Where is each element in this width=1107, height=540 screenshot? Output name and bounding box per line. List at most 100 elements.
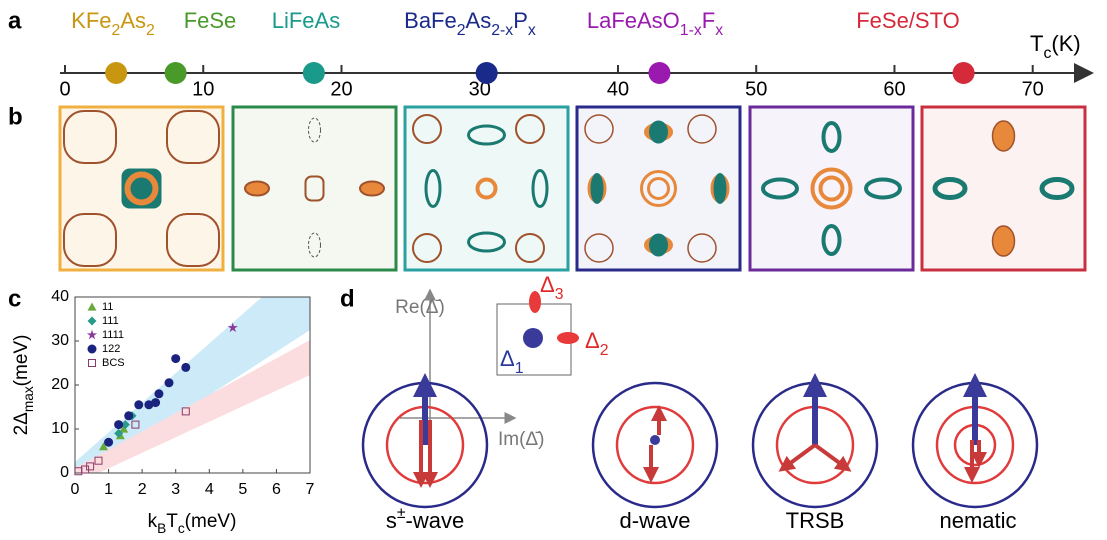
state-label: nematic [939, 508, 1016, 533]
fermi-panel [577, 107, 740, 270]
shape [523, 328, 543, 348]
x-tick-label: 20 [330, 78, 352, 100]
material-label: LaFeAsO1-xFx [587, 8, 723, 39]
legend-marker [88, 317, 97, 326]
shape: T [1030, 31, 1043, 56]
material-label: LiFeAs [272, 8, 340, 33]
im-axis-label: Im(Δ̄) [498, 429, 544, 450]
fermi-panel [60, 107, 223, 270]
shape: -wave [406, 508, 465, 533]
x-tick-label: 7 [306, 481, 315, 498]
x-tick-label: 0 [71, 481, 80, 498]
legend-marker [88, 303, 97, 311]
y-axis-label: 2Δmax(meV) [11, 335, 36, 436]
material-label: KFe2As2 [71, 8, 155, 39]
point [171, 354, 180, 363]
re-axis-label: Re(Δ̄) [395, 297, 445, 318]
shape: max [21, 386, 36, 412]
panel-label: d [340, 285, 355, 312]
shape: T [166, 511, 178, 532]
shape: 1 [515, 360, 524, 377]
figure: a b c d Tc(K) 2Δmax(meV) kBTc(meV) Re(Δ̄… [0, 0, 1107, 540]
state-label: d-wave [620, 508, 691, 533]
fermi-panel [750, 107, 913, 270]
fermi-panel [405, 107, 568, 270]
x-tick-label: 5 [238, 481, 247, 498]
x-tick-label: 1 [104, 481, 113, 498]
fermi-panel [233, 107, 396, 270]
shape: Δ [540, 272, 555, 297]
shape: Δ [585, 328, 600, 353]
panel-label: c [8, 285, 21, 312]
tc-dot [648, 62, 670, 84]
gap-label: Δ3 [540, 272, 564, 303]
state-label: s±-wave [386, 505, 464, 533]
x-tick-label: 60 [883, 78, 905, 100]
x-tick-label: 50 [745, 78, 767, 100]
gap-arrow [815, 445, 845, 467]
point [151, 398, 160, 407]
shape: 2 [600, 342, 609, 359]
panel-label: b [8, 103, 23, 130]
state-label: TRSB [786, 508, 845, 533]
point [124, 411, 133, 420]
axis-label: Tc(K) [1030, 31, 1081, 62]
tc-dot [105, 62, 127, 84]
legend-marker [87, 330, 97, 340]
shape: (K) [1051, 31, 1080, 56]
x-tick-label: 70 [1022, 78, 1044, 100]
tc-dot [165, 62, 187, 84]
fermi-pocket [650, 121, 668, 143]
shape: B [157, 521, 166, 536]
point [134, 400, 143, 409]
panel-label: a [8, 7, 22, 34]
fermi-pocket [993, 226, 1015, 256]
tc-dot [476, 62, 498, 84]
legend-label: BCS [102, 357, 125, 369]
y-tick-label: 30 [51, 332, 69, 349]
fermi-pocket [360, 182, 384, 196]
gap-dot [650, 435, 660, 445]
fermi-pocket [993, 121, 1015, 151]
x-tick-label: 4 [205, 481, 214, 498]
panel-d [363, 290, 1037, 507]
legend-label: 11 [102, 301, 113, 313]
x-tick-label: 40 [607, 78, 629, 100]
legend-label: 122 [102, 343, 120, 355]
x-tick-label: 3 [171, 481, 180, 498]
shape: (meV) [185, 511, 237, 532]
fermi-pocket [650, 234, 668, 256]
point [114, 420, 123, 429]
x-axis-label: kBTc(meV) [148, 511, 237, 536]
y-tick-label: 0 [60, 464, 69, 481]
point [104, 438, 113, 447]
fermi-pocket [591, 174, 603, 204]
fermi-pocket [245, 182, 269, 196]
shape: (meV) [11, 335, 32, 387]
gap-label: Δ1 [500, 346, 524, 377]
x-tick-label: 6 [272, 481, 281, 498]
page: {"panel_labels":["a","b","c","d"], "char… [0, 0, 1107, 540]
y-tick-label: 20 [51, 376, 69, 393]
point [181, 363, 190, 372]
tc-dot [953, 62, 975, 84]
x-tick-label: 2 [138, 481, 147, 498]
material-label: BaFe2As2-xPx [404, 8, 536, 39]
shape: 2Δ [11, 412, 32, 436]
tc-dot [303, 62, 325, 84]
fermi-pocket [714, 174, 726, 204]
material-label: FeSe [184, 8, 237, 33]
legend-marker [88, 345, 97, 354]
point [154, 389, 163, 398]
x-tick-label: 10 [192, 78, 214, 100]
legend-label: 1111 [102, 329, 124, 341]
shape: k [148, 511, 158, 532]
shape: ± [397, 505, 406, 522]
shape: Δ [500, 346, 515, 371]
shape: c [1043, 45, 1051, 62]
shape: 3 [555, 286, 564, 303]
y-tick-label: 40 [51, 288, 69, 305]
point [165, 378, 174, 387]
material-label: FeSe/STO [856, 8, 960, 33]
legend-marker [89, 360, 96, 367]
